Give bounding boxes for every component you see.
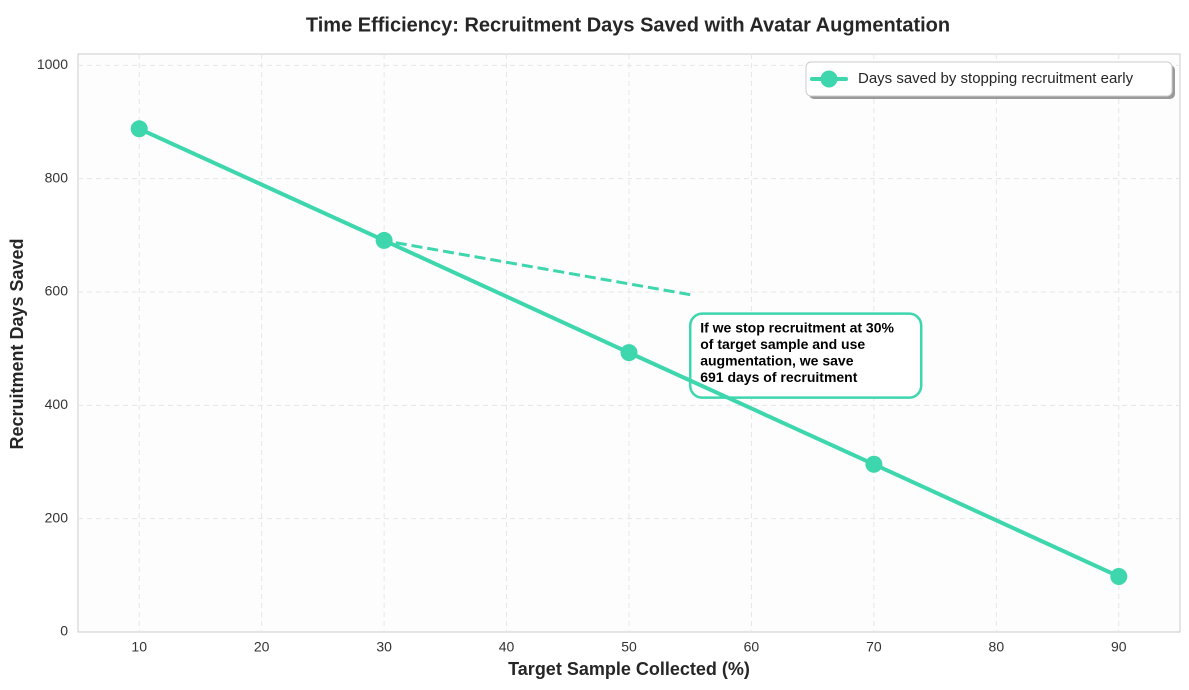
chart-title: Time Efficiency: Recruitment Days Saved … <box>306 14 950 36</box>
legend-marker-swatch <box>820 70 838 88</box>
annotation-text-line: If we stop recruitment at 30% <box>700 319 894 335</box>
y-tick-label: 600 <box>45 283 69 299</box>
y-axis-ticks: 0 200 400 600 800 1000 <box>37 56 68 639</box>
legend-box <box>805 61 1173 97</box>
x-tick-label: 10 <box>131 639 147 655</box>
annotation-box <box>688 312 923 399</box>
y-tick-label: 800 <box>45 169 69 185</box>
x-tick-label: 90 <box>1111 639 1127 655</box>
y-tick-label: 400 <box>45 396 69 412</box>
x-tick-label: 80 <box>989 639 1005 655</box>
legend: Days saved by stopping recruitment early <box>805 61 1175 99</box>
x-tick-label: 50 <box>621 639 637 655</box>
x-tick-label: 40 <box>499 639 515 655</box>
data-point <box>865 455 883 473</box>
x-tick-label: 20 <box>254 639 270 655</box>
x-axis-ticks: 10 20 30 40 50 60 70 80 90 <box>131 639 1126 655</box>
annotation-text-line: 691 days of recruitment <box>700 369 858 385</box>
x-tick-label: 30 <box>376 639 392 655</box>
y-axis-title: Recruitment Days Saved <box>7 238 27 449</box>
legend-label: Days saved by stopping recruitment early <box>858 70 1134 87</box>
annotation-text-line: augmentation, we save <box>700 352 853 368</box>
series-layer <box>130 120 1128 585</box>
y-tick-label: 1000 <box>37 56 68 72</box>
y-tick-label: 0 <box>60 623 68 639</box>
annotation-arrow <box>393 240 691 297</box>
y-tick-label: 200 <box>45 509 69 525</box>
x-axis-title: Target Sample Collected (%) <box>508 659 750 679</box>
x-tick-label: 60 <box>744 639 760 655</box>
data-point <box>130 120 148 138</box>
data-point <box>1110 567 1128 585</box>
data-point <box>620 344 638 362</box>
data-point <box>375 231 393 249</box>
annotation-text-line: of target sample and use <box>700 336 865 352</box>
x-tick-label: 70 <box>866 639 882 655</box>
annotation: If we stop recruitment at 30%of target s… <box>393 240 923 399</box>
